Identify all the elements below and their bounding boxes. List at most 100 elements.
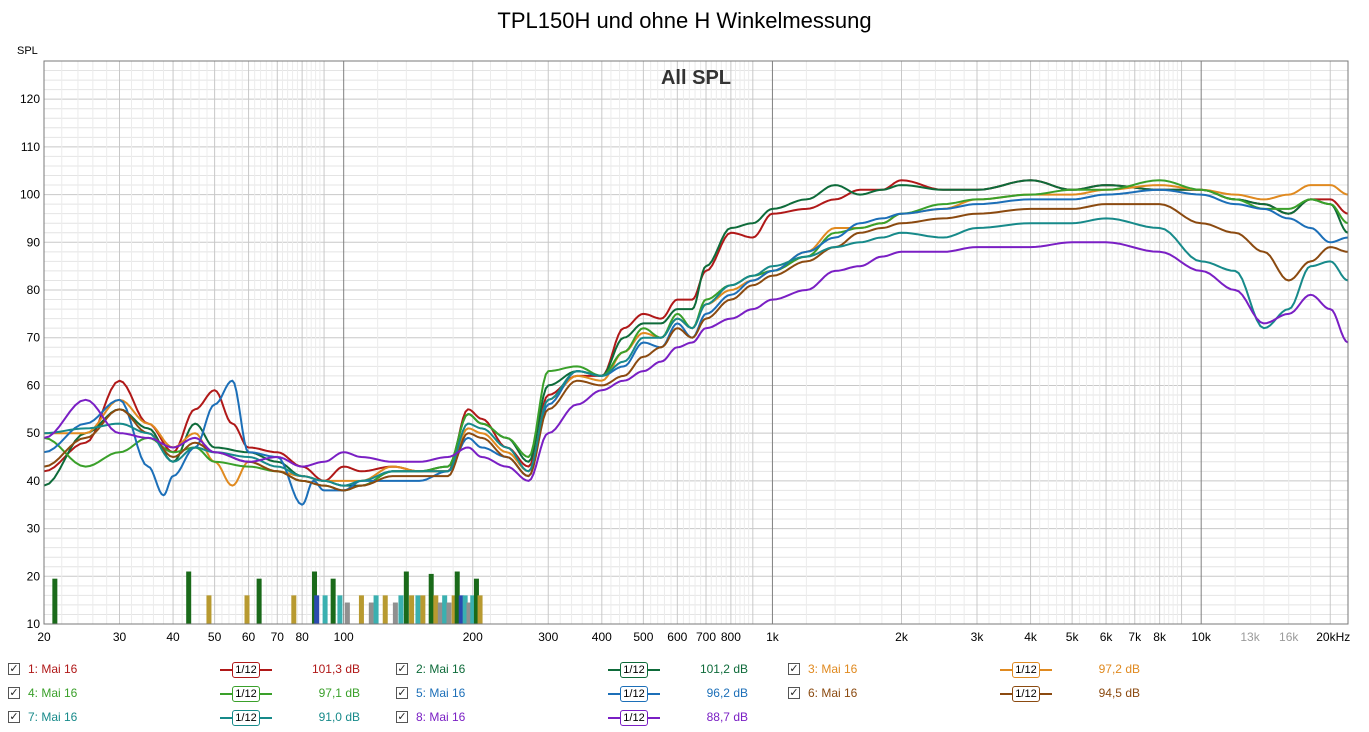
legend-checkbox[interactable]: ✓ [788,663,800,675]
legend-level-value: 97,2 dB [1098,662,1140,676]
resonance-bar [206,595,212,624]
x-tick-label: 100 [334,630,354,644]
y-tick-label: 110 [21,140,40,154]
legend-smoothing-button[interactable]: 1/12 [1012,662,1040,678]
series-line-6 [43,203,1349,492]
series-line-2 [43,179,1349,487]
x-tick-label: 3k [971,630,985,644]
x-tick-label: 6k [1100,630,1114,644]
resonance-bar [322,595,328,624]
legend-smoothing-button[interactable]: 1/12 [232,710,260,726]
y-tick-label: 80 [27,283,41,297]
series-line-5 [43,188,1349,506]
x-tick-label: 70 [271,630,285,644]
x-tick-label: 30 [113,630,127,644]
legend-level-value: 91,0 dB [318,710,360,724]
y-tick-label: 40 [27,474,41,488]
x-tick-label: 5k [1066,630,1080,644]
x-tick-label: 80 [295,630,309,644]
legend-checkbox[interactable]: ✓ [8,663,20,675]
x-tick-label: 50 [208,630,222,644]
y-tick-label: 90 [27,235,41,249]
x-tick-label: 600 [667,630,687,644]
resonance-bar [420,595,426,624]
resonance-bars [52,571,483,624]
x-tick-label: 13k [1240,630,1260,644]
resonance-bar [415,595,421,624]
resonance-bar [330,578,336,624]
resonance-bar [442,595,448,624]
legend-series-name: 8: Mai 16 [416,710,466,724]
legend-smoothing-button[interactable]: 1/12 [232,662,260,678]
x-tick-label: 200 [463,630,483,644]
resonance-bar [454,571,460,624]
x-tick-label: 300 [538,630,558,644]
resonance-bar [358,595,364,624]
graph-title: TPL150H und ohne H Winkelmessung [497,8,872,33]
series-lines [43,179,1349,506]
resonance-bar [368,602,374,624]
legend-level-value: 97,1 dB [318,686,360,700]
plot-frame [43,60,1349,625]
resonance-bar [462,595,468,624]
resonance-bar [392,602,398,624]
legend-smoothing-button[interactable]: 1/12 [620,686,648,702]
legend-series-name: 1: Mai 16 [28,662,78,676]
legend-series-name: 2: Mai 16 [416,662,466,676]
legend-level-value: 101,3 dB [311,662,360,676]
legend-smoothing-button[interactable]: 1/12 [620,710,648,726]
plot-background [44,61,1348,624]
resonance-bar [373,595,379,624]
resonance-bar [403,571,409,624]
legend-series-name: 7: Mai 16 [28,710,78,724]
y-tick-label: 100 [20,188,40,202]
y-tick-label: 120 [20,92,40,106]
resonance-bar [433,595,439,624]
resonance-bar [473,578,479,624]
grid [43,61,1349,625]
resonance-bar [409,595,415,624]
series-line-7 [43,217,1349,487]
x-tick-label: 1k [766,630,780,644]
legend-checkbox[interactable]: ✓ [8,687,20,699]
legend-series-name: 6: Mai 16 [808,686,858,700]
x-tick-label: 400 [592,630,612,644]
legend-level-value: 96,2 dB [706,686,748,700]
x-tick-label: 500 [633,630,653,644]
legend-checkbox[interactable]: ✓ [396,687,408,699]
y-tick-label: 20 [27,569,41,583]
legend-checkbox[interactable]: ✓ [788,687,800,699]
resonance-bar [52,578,58,624]
x-tick-label: 8k [1153,630,1167,644]
resonance-bar [291,595,297,624]
y-axis-label: SPL [17,45,38,57]
legend-smoothing-button[interactable]: 1/12 [620,662,648,678]
resonance-bar [477,595,483,624]
y-tick-label: 10 [27,617,41,631]
resonance-bar [428,573,434,624]
legend-level-value: 94,5 dB [1098,686,1140,700]
resonance-bar [337,595,343,624]
legend-smoothing-button[interactable]: 1/12 [232,686,260,702]
resonance-bar [398,595,404,624]
plot-title: All SPL [661,67,731,89]
x-tick-label: 10k [1192,630,1212,644]
x-tick-label: 7k [1128,630,1142,644]
y-tick-label: 30 [27,522,41,536]
legend-series-name: 4: Mai 16 [28,686,78,700]
legend-checkbox[interactable]: ✓ [396,711,408,723]
x-tick-label: 800 [721,630,741,644]
y-tick-label: 50 [27,426,41,440]
resonance-bar [451,595,457,624]
legend-level-value: 88,7 dB [706,710,748,724]
legend-checkbox[interactable]: ✓ [8,711,20,723]
legend-smoothing-button[interactable]: 1/12 [1012,686,1040,702]
legend-checkbox[interactable]: ✓ [396,663,408,675]
y-tick-label: 70 [27,331,41,345]
resonance-bar [437,602,443,624]
resonance-bar [470,595,476,624]
x-tick-label: 16k [1279,630,1299,644]
x-tick-label: 20kHz [1316,630,1350,644]
legend-series-name: 5: Mai 16 [416,686,466,700]
